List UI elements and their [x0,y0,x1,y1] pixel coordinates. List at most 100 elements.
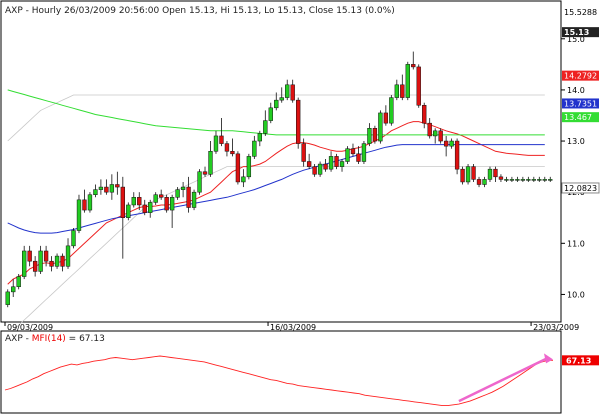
price-header-symbol: AXP [5,6,23,16]
candle-body [422,105,427,124]
candle-body [274,99,279,109]
mfi-header-value: = 67.13 [66,334,105,344]
candle [32,256,38,277]
candle-body [471,166,476,180]
price-label-text: 15.5288 [564,8,597,17]
candle-body [180,186,186,190]
candle [361,141,367,165]
candle [509,176,515,182]
indicator-line-1 [7,89,545,136]
candle [76,194,82,234]
candle [405,61,410,101]
price-label-text: 15.13 [564,28,589,37]
candle-body [454,140,460,170]
candle-body [164,197,169,211]
candle-body [328,156,334,170]
y-tick-label: 10.0 [567,290,585,299]
candle [400,74,405,101]
candle [126,202,131,221]
candle-body [465,166,471,183]
candle [476,176,482,188]
candle-body [60,255,65,267]
candle [93,184,98,198]
candle-body [27,250,32,262]
candle [153,192,158,205]
candle [22,245,27,280]
mfi-panel-frame [0,330,562,414]
candle [38,245,43,274]
candle [328,151,334,172]
candle [224,141,230,157]
candle-body [548,179,553,181]
candle-body [290,84,295,101]
candle [383,105,389,126]
x-tick-label: 09/03/2009 [7,323,53,332]
y-tick-label: 15.0 [567,35,585,44]
mfi-header-symbol: AXP [5,334,23,344]
candle-body [482,179,487,185]
candle [5,289,10,308]
candle-body [339,161,345,167]
candle-body [87,194,93,211]
candle [230,138,235,157]
candle [443,135,449,157]
candle [180,181,186,198]
mfi-value-label: 67.13 [562,355,599,366]
candle [131,192,136,208]
candle [482,176,487,188]
candle [164,194,169,213]
candle [257,130,262,147]
candle [175,187,180,200]
candle-body [109,184,115,193]
candle-body [38,250,43,272]
price-label-box [562,112,599,123]
candle-body [383,112,389,124]
candle [438,128,443,144]
candle [263,110,268,136]
price-label-box [561,182,600,194]
candle-body [115,184,120,188]
candle-body [526,179,531,181]
candle [87,192,93,213]
candle [60,253,65,272]
candle-body [515,179,520,181]
y-tick-label: 14.0 [567,86,585,95]
candle [137,192,142,211]
candle-body [443,140,449,147]
candle [115,171,120,195]
candle-body [268,107,273,121]
candle [433,128,438,144]
candle-body [208,151,213,175]
candle-body [416,66,421,106]
candle-body [279,97,284,101]
candle-body [11,286,16,293]
candle [339,158,345,172]
candlestick-series [5,51,553,308]
candle [71,227,76,249]
candle-body [202,171,208,175]
candle [449,138,454,149]
candle [542,176,547,182]
candle [411,51,416,70]
candle [454,138,460,175]
candle-body [257,133,262,142]
price-label-text: 13.7351 [564,99,597,108]
candle-body [191,191,197,208]
candle [367,123,372,147]
candle [372,125,378,144]
candle [142,199,147,216]
candle-body [427,122,432,137]
candle-body [153,194,158,203]
price-label-box [562,70,599,81]
candle-body [148,202,153,213]
candle-body [498,176,504,180]
mfi-value-text: 67.13 [566,356,591,365]
candle [460,166,465,185]
candle-body [334,156,339,167]
candle-body [54,255,60,267]
price-label-text: 14.2792 [564,72,597,81]
candle [148,199,153,218]
mfi-line [4,355,554,407]
price-header: AXP - Hourly 26/03/2009 20:56:00 Open 15… [5,6,395,16]
candle [285,79,290,101]
